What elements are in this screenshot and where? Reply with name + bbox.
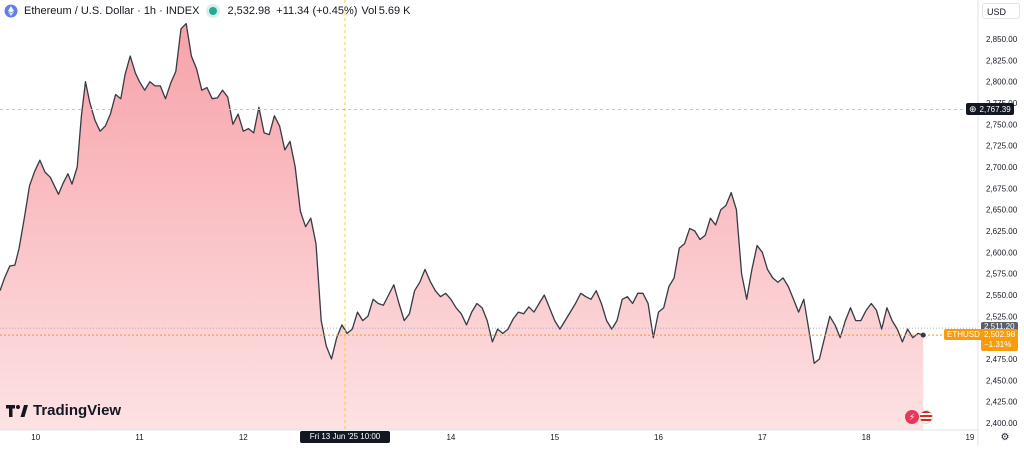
y-tick-label: 2,750.00 <box>986 120 1018 129</box>
x-tick-label: 15 <box>550 433 559 442</box>
last-price-value: 2,502.98 <box>984 330 1016 340</box>
y-tick-label: 2,675.00 <box>986 184 1018 193</box>
y-tick-label: 2,800.00 <box>986 78 1018 87</box>
crosshair-price-label[interactable]: ⊕ 2,767.39 <box>966 103 1014 116</box>
y-tick-label: 2,700.00 <box>986 163 1018 172</box>
x-tick-label: 18 <box>862 433 871 442</box>
y-tick-label: 2,600.00 <box>986 248 1018 257</box>
y-tick-label: 2,400.00 <box>986 419 1018 428</box>
y-tick-label: 2,575.00 <box>986 270 1018 279</box>
crosshair-price-value: 2,767.39 <box>979 104 1011 114</box>
last-change-value: −1.31% <box>984 340 1012 350</box>
tradingview-logo-icon <box>6 404 28 417</box>
y-tick-label: 2,825.00 <box>986 56 1018 65</box>
y-tick-label: 2,525.00 <box>986 312 1018 321</box>
x-tick-label: 12 <box>239 433 248 442</box>
logo-text: TradingView <box>33 402 122 419</box>
last-price-label: 2,502.98 −1.31% <box>981 329 1019 352</box>
tradingview-logo[interactable]: TradingView <box>6 402 121 419</box>
volume-label: Vol <box>361 5 377 17</box>
crosshair-layer <box>0 0 978 430</box>
prev-price-label: 2,511.20 <box>981 322 1018 333</box>
symbol-title[interactable]: Ethereum / U.S. Dollar · 1h · INDEX <box>24 5 200 17</box>
settings-gear-icon[interactable]: ⚙ <box>1000 432 1010 443</box>
symbol-tag: ETHUSD <box>944 329 983 341</box>
y-tick-label: 2,850.00 <box>986 35 1018 44</box>
header-change: +11.34 (+0.45%) <box>276 5 358 17</box>
y-tick-label: 2,625.00 <box>986 227 1018 236</box>
area-layer <box>0 22 924 430</box>
ethereum-logo-icon <box>4 4 18 18</box>
price-area-fill <box>0 23 924 430</box>
x-tick-label: 17 <box>758 433 767 442</box>
x-tick-label: 16 <box>654 433 663 442</box>
lightning-icon[interactable]: ⚡ <box>905 410 919 424</box>
us-flag-icon[interactable] <box>919 410 933 424</box>
crosshair-time-label: Fri 13 Jun '25 10:00 <box>300 431 391 443</box>
y-tick-label: 2,425.00 <box>986 398 1018 407</box>
market-status-icon[interactable] <box>209 7 218 15</box>
last-point-marker <box>920 332 926 338</box>
chart-header: Ethereum / U.S. Dollar · 1h · INDEX 2,53… <box>4 2 411 20</box>
x-tick-label: 11 <box>135 433 144 442</box>
y-tick-label: 2,725.00 <box>986 142 1018 151</box>
y-tick-label: 2,550.00 <box>986 291 1018 300</box>
x-tick-label: 10 <box>31 433 40 442</box>
x-tick-label: 19 <box>965 433 974 442</box>
add-alert-icon[interactable]: ⊕ <box>969 103 977 114</box>
header-price: 2,532.98 <box>227 5 271 17</box>
y-tick-label: 2,650.00 <box>986 206 1018 215</box>
y-tick-label: 2,450.00 <box>986 376 1018 385</box>
volume-value: 5.69 K <box>378 5 411 17</box>
currency-button[interactable]: USD <box>982 3 1020 19</box>
price-series-line <box>0 22 924 364</box>
y-tick-label: 2,475.00 <box>986 355 1018 364</box>
x-tick-label: 14 <box>446 433 455 442</box>
